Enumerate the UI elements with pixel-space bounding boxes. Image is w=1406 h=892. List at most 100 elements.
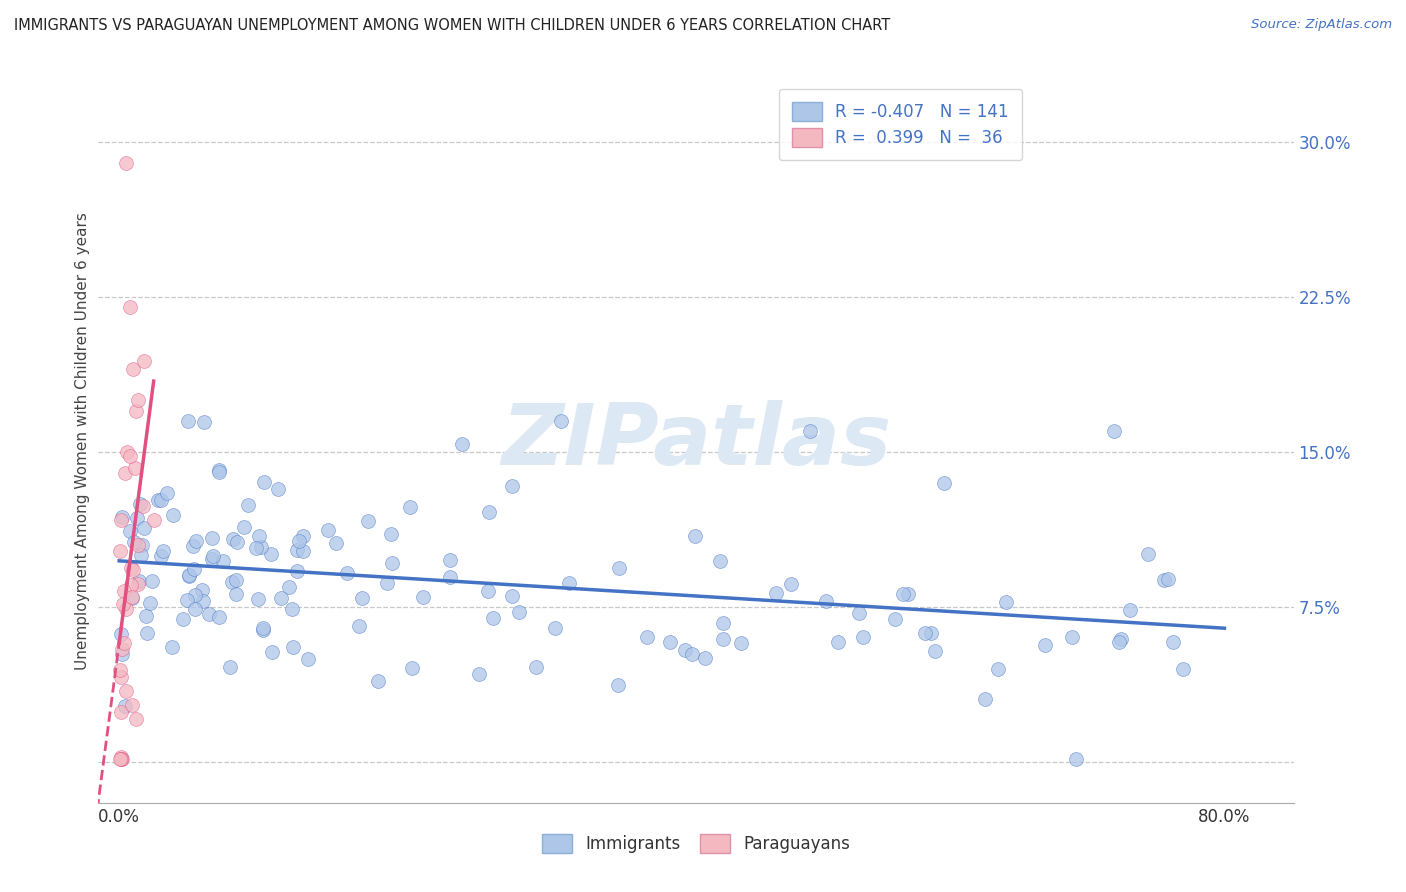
Point — [111, 509, 134, 524]
Point — [110, 705, 132, 719]
Point — [693, 651, 716, 665]
Point — [848, 606, 870, 620]
Point — [685, 529, 707, 543]
Point — [291, 528, 314, 542]
Point — [636, 630, 658, 644]
Point — [122, 563, 145, 577]
Point — [201, 552, 224, 566]
Point — [246, 592, 269, 607]
Point — [780, 577, 803, 591]
Point — [111, 597, 134, 611]
Point — [124, 461, 146, 475]
Point — [814, 594, 837, 608]
Text: IMMIGRANTS VS PARAGUAYAN UNEMPLOYMENT AMONG WOMEN WITH CHILDREN UNDER 6 YEARS CO: IMMIGRANTS VS PARAGUAYAN UNEMPLOYMENT AM… — [14, 18, 890, 33]
Point — [117, 445, 139, 459]
Point — [1171, 662, 1194, 676]
Point — [934, 476, 956, 491]
Point — [852, 630, 875, 644]
Point — [198, 607, 221, 621]
Point — [375, 576, 398, 591]
Point — [1108, 635, 1130, 649]
Point — [202, 549, 225, 563]
Point — [1102, 424, 1125, 438]
Point — [1033, 638, 1056, 652]
Point — [451, 437, 474, 451]
Point — [501, 589, 523, 603]
Point — [122, 535, 145, 549]
Point — [897, 587, 920, 601]
Point — [477, 505, 499, 519]
Point — [128, 574, 150, 588]
Point — [208, 463, 231, 477]
Point — [357, 514, 380, 528]
Point — [108, 752, 131, 766]
Point — [924, 643, 946, 657]
Point — [550, 414, 572, 428]
Point — [891, 587, 914, 601]
Point — [291, 543, 314, 558]
Point — [412, 590, 434, 604]
Point — [222, 532, 245, 546]
Point — [115, 684, 138, 698]
Point — [260, 645, 283, 659]
Point — [111, 752, 134, 766]
Point — [325, 536, 347, 550]
Point — [226, 534, 249, 549]
Point — [297, 652, 319, 666]
Point — [607, 560, 630, 574]
Point — [184, 534, 207, 549]
Point — [127, 577, 149, 591]
Point — [1161, 634, 1184, 648]
Point — [482, 611, 505, 625]
Point — [127, 511, 149, 525]
Point — [110, 670, 132, 684]
Point — [252, 621, 274, 635]
Point — [160, 640, 183, 654]
Point — [156, 485, 179, 500]
Point — [118, 449, 141, 463]
Point — [260, 548, 283, 562]
Point — [114, 466, 136, 480]
Point — [120, 524, 142, 539]
Point — [673, 643, 696, 657]
Point — [127, 393, 149, 408]
Point — [150, 493, 173, 508]
Point — [250, 540, 273, 554]
Point — [288, 534, 311, 549]
Point — [245, 541, 267, 555]
Point — [177, 414, 200, 428]
Point — [1137, 547, 1160, 561]
Point — [285, 542, 308, 557]
Point — [208, 610, 231, 624]
Point — [225, 587, 247, 601]
Point — [177, 567, 200, 582]
Point — [152, 543, 174, 558]
Point — [281, 640, 304, 654]
Point — [134, 521, 156, 535]
Point — [108, 663, 131, 677]
Point — [233, 520, 256, 534]
Point — [111, 647, 134, 661]
Point — [270, 591, 292, 606]
Point — [730, 636, 752, 650]
Point — [1060, 630, 1083, 644]
Point — [120, 561, 142, 575]
Point — [508, 605, 530, 619]
Point — [122, 362, 145, 376]
Point — [765, 586, 787, 600]
Point — [711, 616, 734, 631]
Point — [141, 574, 163, 588]
Point — [184, 589, 207, 603]
Point — [467, 667, 489, 681]
Point — [711, 632, 734, 646]
Point — [558, 576, 581, 591]
Point — [129, 548, 152, 562]
Point — [439, 570, 461, 584]
Point — [316, 523, 339, 537]
Point — [177, 569, 200, 583]
Point — [225, 573, 247, 587]
Text: Source: ZipAtlas.com: Source: ZipAtlas.com — [1251, 18, 1392, 31]
Point — [658, 635, 681, 649]
Point — [150, 549, 173, 563]
Point — [1064, 752, 1087, 766]
